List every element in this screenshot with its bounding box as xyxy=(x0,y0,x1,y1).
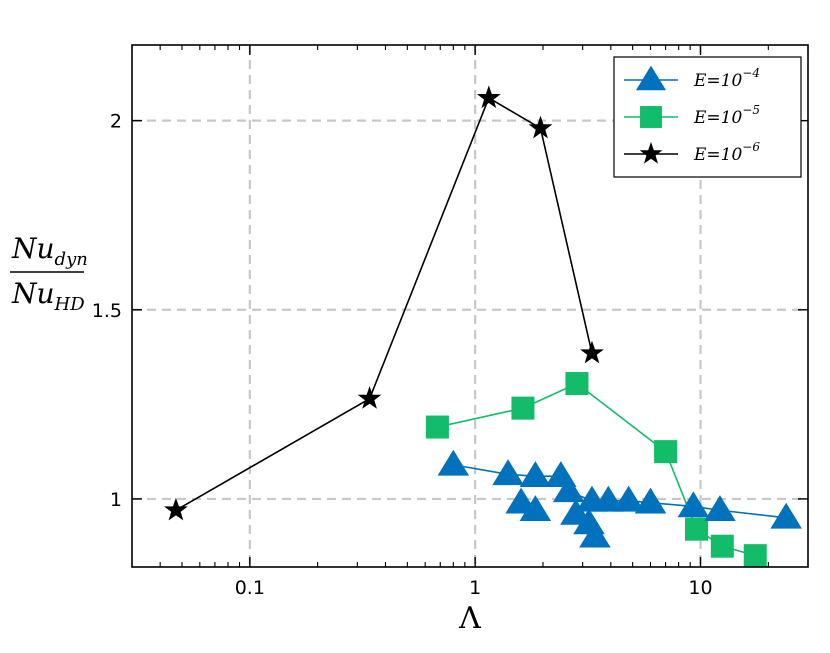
series-layer xyxy=(164,85,802,568)
legend-label: E=10−6 xyxy=(693,140,760,165)
data-point-triangle xyxy=(492,459,524,486)
data-point-star xyxy=(528,115,553,139)
data-point-star xyxy=(580,340,604,364)
data-point-square xyxy=(743,544,767,568)
data-point-triangle xyxy=(552,476,585,503)
data-point-square xyxy=(684,517,708,541)
data-point-triangle xyxy=(519,461,552,487)
svg-text:NuHD: NuHD xyxy=(11,277,85,315)
plot-frame xyxy=(131,44,809,568)
data-point-star xyxy=(164,497,188,521)
data-point-triangle xyxy=(704,495,736,522)
series-square xyxy=(425,372,767,568)
y-title-numerator-sub: dyn xyxy=(55,249,88,270)
y-tick-label: 1 xyxy=(110,489,122,511)
data-point-star xyxy=(476,85,501,109)
legend-marker-star xyxy=(639,142,663,164)
data-point-square xyxy=(654,440,678,464)
grid xyxy=(132,45,808,567)
x-tick-label: 0.1 xyxy=(235,577,265,599)
legend-marker-triangle xyxy=(635,65,667,91)
legend-label: E=10−5 xyxy=(693,103,760,128)
x-tick-label: 10 xyxy=(688,577,712,599)
data-point-triangle xyxy=(519,495,552,522)
data-point-square xyxy=(425,415,449,439)
x-axis-title: Λ xyxy=(458,601,481,636)
y-title-denominator-base: Nu xyxy=(11,277,55,310)
legend-entries: E=10−4 E=10−5 E=10−6 xyxy=(624,65,760,165)
data-point-triangle xyxy=(612,485,645,512)
data-point-triangle xyxy=(634,487,667,514)
y-title-denominator-sub: HD xyxy=(54,294,86,315)
legend-entry: E=10−4 xyxy=(624,65,760,91)
data-point-triangle xyxy=(437,449,470,476)
data-point-triangle xyxy=(770,502,802,529)
x-tick-label: 1 xyxy=(469,577,481,599)
data-point-star xyxy=(357,386,382,409)
data-point-triangle xyxy=(579,521,611,548)
y-axis-title: Nudyn NuHD xyxy=(10,232,88,315)
data-point-square xyxy=(710,534,734,558)
series-line xyxy=(175,96,593,511)
data-point-square xyxy=(511,396,535,420)
data-point-triangle xyxy=(592,485,625,512)
y-tick-label: 1.5 xyxy=(92,300,122,322)
tick-labels: 0.1 1 10 1 1.5 2 xyxy=(92,111,713,599)
svg-text:Nudyn: Nudyn xyxy=(11,232,88,270)
ticks xyxy=(131,45,809,567)
legend: E=10−4 E=10−5 E=10−6 xyxy=(613,56,802,178)
data-point-triangle xyxy=(677,491,710,518)
legend-entry: E=10−5 xyxy=(624,103,760,128)
legend-label: E=10−4 xyxy=(693,66,760,91)
series-star xyxy=(164,85,604,521)
y-title-numerator-base: Nu xyxy=(11,232,55,265)
series-line xyxy=(453,464,561,478)
data-point-square xyxy=(565,372,589,396)
series-triangle xyxy=(437,449,802,548)
y-tick-label: 2 xyxy=(110,111,122,133)
legend-marker-square xyxy=(640,106,662,128)
legend-entry: E=10−6 xyxy=(624,140,760,165)
